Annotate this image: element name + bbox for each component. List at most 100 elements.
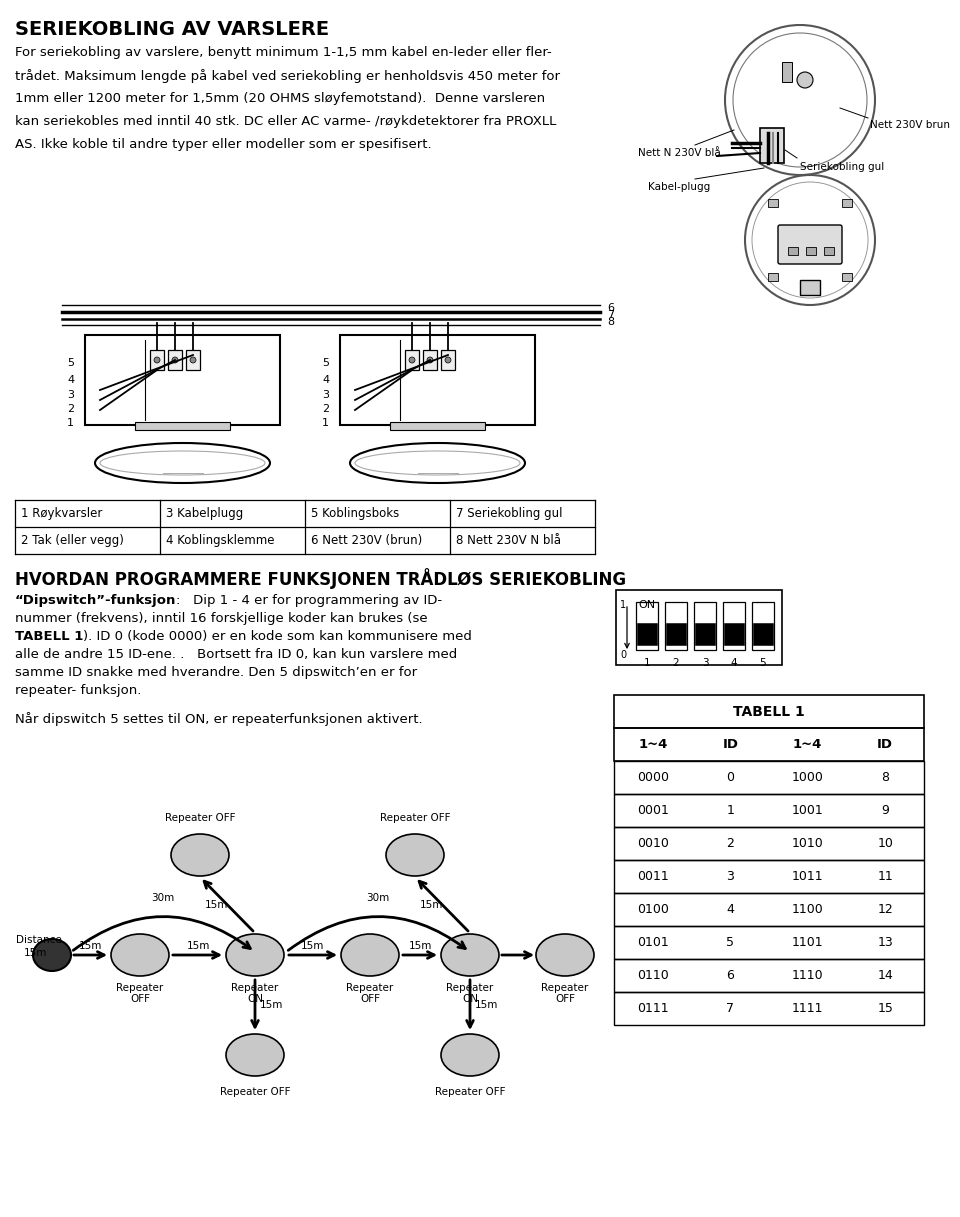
Circle shape — [445, 357, 451, 363]
Bar — [637, 623, 657, 645]
Text: ). ID 0 (kode 0000) er en kode som kan kommunisere med: ). ID 0 (kode 0000) er en kode som kan k… — [84, 630, 472, 643]
Bar — [340, 335, 535, 425]
Text: trådet. Maksimum lengde på kabel ved seriekobling er henholdsvis 450 meter for: trådet. Maksimum lengde på kabel ved ser… — [15, 69, 560, 83]
Text: 0110: 0110 — [636, 969, 668, 982]
Text: kan seriekobles med inntil 40 stk. DC eller AC varme- /røykdetektorer fra PROXLL: kan seriekobles med inntil 40 stk. DC el… — [15, 114, 557, 128]
Ellipse shape — [33, 940, 71, 971]
Bar — [423, 350, 437, 370]
Bar — [614, 893, 924, 926]
Text: OFF: OFF — [360, 994, 380, 1004]
Bar — [614, 959, 924, 992]
Text: 15m: 15m — [205, 901, 228, 910]
Text: 30m: 30m — [367, 893, 390, 903]
Bar — [614, 793, 924, 828]
Text: HVORDAN PROGRAMMERE FUNKSJONEN TRÅDLØS SERIEKOBLING: HVORDAN PROGRAMMERE FUNKSJONEN TRÅDLØS S… — [15, 568, 626, 589]
Text: 13: 13 — [877, 936, 893, 949]
Text: For seriekobling av varslere, benytt minimum 1-1,5 mm kabel en-leder eller fler-: For seriekobling av varslere, benytt min… — [15, 46, 552, 58]
Bar — [752, 602, 774, 650]
Text: ID: ID — [722, 738, 738, 751]
Text: 15m: 15m — [408, 941, 432, 950]
Bar — [665, 602, 687, 650]
Text: 1100: 1100 — [792, 903, 824, 916]
Text: 10: 10 — [877, 837, 893, 849]
Text: 4: 4 — [731, 658, 737, 668]
Bar — [806, 247, 816, 256]
Text: 3: 3 — [702, 658, 708, 668]
Bar — [723, 602, 745, 650]
Text: 4: 4 — [727, 903, 734, 916]
Text: 6: 6 — [607, 303, 614, 313]
Text: AS. Ikke koble til andre typer eller modeller som er spesifisert.: AS. Ikke koble til andre typer eller mod… — [15, 138, 432, 151]
Text: 1001: 1001 — [792, 804, 824, 817]
Text: 3: 3 — [67, 389, 74, 400]
Bar — [614, 761, 924, 793]
Text: ON: ON — [462, 994, 478, 1004]
Bar — [614, 992, 924, 1025]
Text: 2: 2 — [322, 404, 329, 414]
Text: OFF: OFF — [130, 994, 150, 1004]
Text: 3: 3 — [727, 870, 734, 884]
Bar — [843, 274, 852, 281]
Text: 11: 11 — [877, 870, 893, 884]
Text: 2: 2 — [67, 404, 74, 414]
Bar — [788, 247, 798, 256]
Circle shape — [172, 357, 178, 363]
Text: 15m: 15m — [186, 941, 209, 950]
Text: 1: 1 — [620, 600, 626, 610]
Text: 3: 3 — [322, 389, 329, 400]
Text: Repeater OFF: Repeater OFF — [165, 813, 235, 823]
Bar — [186, 350, 200, 370]
Text: Repeater OFF: Repeater OFF — [435, 1087, 505, 1097]
Text: 1111: 1111 — [792, 1002, 824, 1015]
Text: 0: 0 — [620, 650, 626, 660]
Text: Repeater: Repeater — [347, 983, 394, 993]
Bar — [768, 274, 778, 281]
Text: 3 Kabelplugg: 3 Kabelplugg — [166, 507, 243, 520]
Text: Repeater: Repeater — [541, 983, 588, 993]
Bar — [724, 623, 744, 645]
Bar — [843, 198, 852, 207]
Ellipse shape — [350, 443, 525, 483]
Text: TABELL 1: TABELL 1 — [15, 630, 84, 643]
Bar — [150, 350, 164, 370]
Bar — [168, 350, 182, 370]
Text: 15m: 15m — [475, 1000, 498, 1010]
Text: 5: 5 — [727, 936, 734, 949]
Circle shape — [154, 357, 160, 363]
Text: 15m: 15m — [24, 948, 47, 958]
Text: 1: 1 — [67, 417, 74, 428]
Text: 1: 1 — [322, 417, 329, 428]
Bar — [753, 623, 773, 645]
Text: Nett 230V brun: Nett 230V brun — [870, 120, 950, 130]
Text: 5: 5 — [322, 358, 329, 368]
Text: 15m: 15m — [80, 941, 103, 950]
Text: 15m: 15m — [420, 901, 444, 910]
Text: 15: 15 — [877, 1002, 893, 1015]
Bar — [405, 350, 419, 370]
Text: ON: ON — [638, 600, 655, 610]
Text: 6 Nett 230V (brun): 6 Nett 230V (brun) — [311, 534, 422, 546]
Bar — [695, 623, 715, 645]
Circle shape — [409, 357, 415, 363]
Text: 0011: 0011 — [636, 870, 668, 884]
Bar — [636, 602, 658, 650]
Bar — [666, 623, 686, 645]
Circle shape — [427, 357, 433, 363]
Text: repeater- funksjon.: repeater- funksjon. — [15, 684, 141, 697]
Text: SERIEKOBLING AV VARSLERE: SERIEKOBLING AV VARSLERE — [15, 19, 329, 39]
Ellipse shape — [95, 443, 270, 483]
Text: alle de andre 15 ID-ene. .   Bortsett fra ID 0, kan kun varslere med: alle de andre 15 ID-ene. . Bortsett fra … — [15, 647, 457, 661]
Ellipse shape — [441, 933, 499, 976]
Bar — [390, 422, 485, 430]
Text: 5: 5 — [67, 358, 74, 368]
Text: Repeater: Repeater — [231, 983, 278, 993]
Bar — [800, 280, 820, 295]
Text: ID: ID — [877, 738, 893, 751]
Text: nummer (frekvens), inntil 16 forskjellige koder kan brukes (se: nummer (frekvens), inntil 16 forskjellig… — [15, 612, 427, 626]
Text: 15m: 15m — [260, 1000, 283, 1010]
Text: 12: 12 — [877, 903, 893, 916]
Text: Seriekobling gul: Seriekobling gul — [800, 162, 884, 172]
Text: 1mm eller 1200 meter for 1,5mm (20 OHMS sløyfemotstand).  Denne varsleren: 1mm eller 1200 meter for 1,5mm (20 OHMS … — [15, 92, 545, 105]
FancyBboxPatch shape — [778, 225, 842, 264]
Text: 6: 6 — [727, 969, 734, 982]
